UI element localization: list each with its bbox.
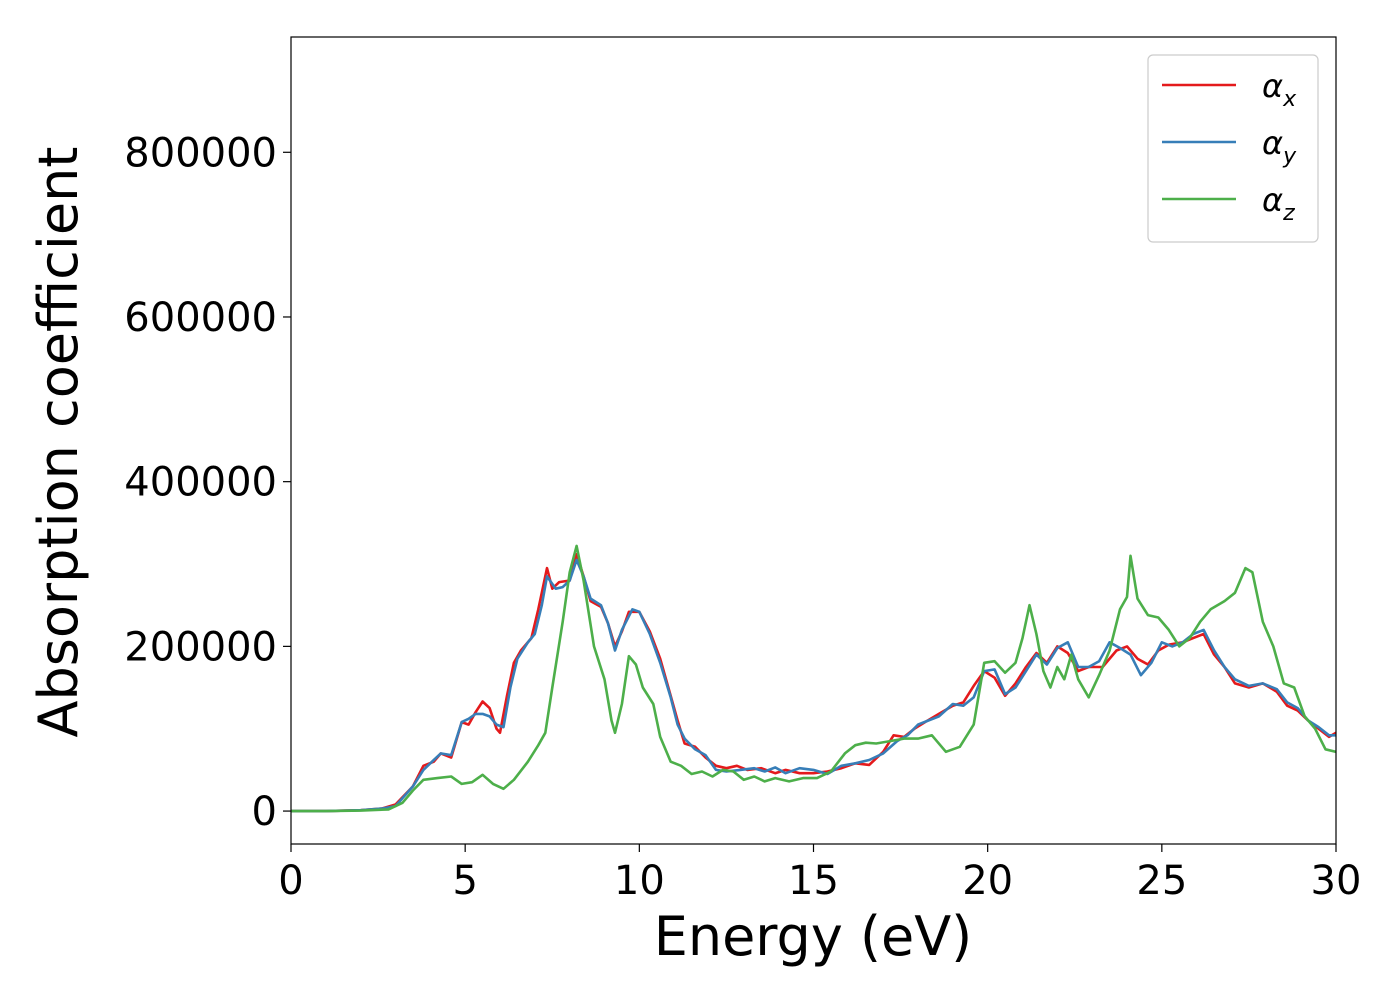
- y-tick-label: 400000: [124, 460, 277, 506]
- x-tick-label: 0: [278, 858, 303, 904]
- series-line-z: [291, 544, 1336, 813]
- y-axis-ticks: 0 200000 400000 600000 800000: [124, 130, 291, 835]
- x-tick-label: 25: [1136, 858, 1187, 904]
- series-layer: [291, 544, 1336, 813]
- x-tick-label: 20: [962, 858, 1013, 904]
- legend-label-x: αx: [1262, 67, 1297, 112]
- y-tick-label: 200000: [124, 624, 277, 670]
- legend-label-y: αy: [1262, 124, 1297, 169]
- y-tick-label: 0: [252, 789, 277, 835]
- series-line-y: [291, 558, 1336, 813]
- x-tick-label: 30: [1311, 858, 1362, 904]
- y-tick-label: 600000: [124, 295, 277, 341]
- series-line-x: [291, 552, 1336, 813]
- x-tick-label: 15: [788, 858, 839, 904]
- x-tick-label: 5: [452, 858, 477, 904]
- legend-box: [1147, 54, 1319, 243]
- x-tick-label: 10: [614, 858, 665, 904]
- y-axis-title: Absorption coefficient: [27, 147, 90, 738]
- x-axis-ticks: 0 5 10 15 20 25 30: [278, 844, 1361, 904]
- y-tick-label: 800000: [124, 130, 277, 176]
- x-axis-title: Energy (eV): [654, 905, 973, 968]
- legend-label-z: αz: [1262, 181, 1295, 226]
- legend: αx αy αz: [1147, 54, 1319, 243]
